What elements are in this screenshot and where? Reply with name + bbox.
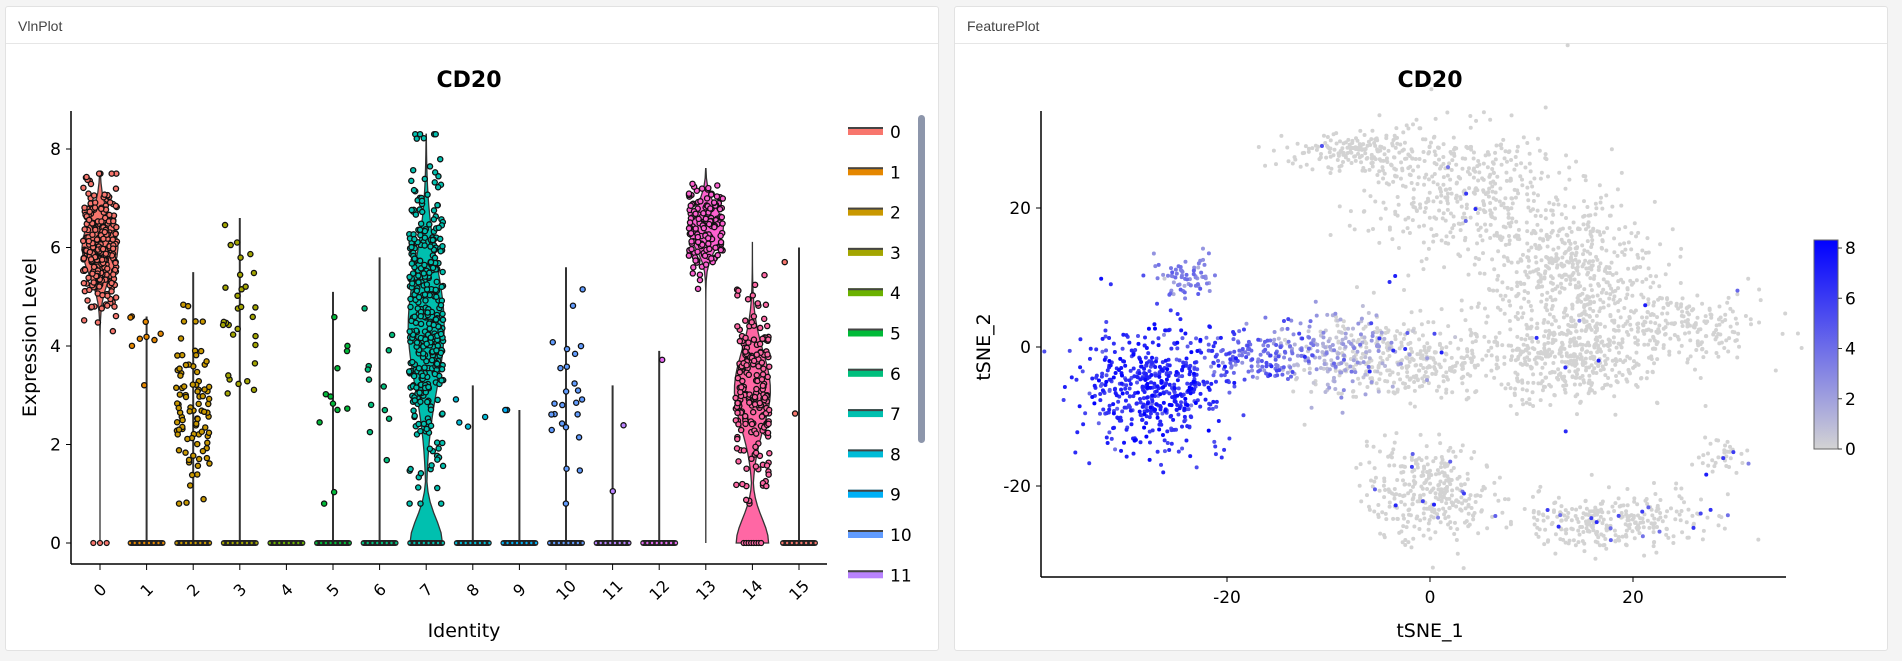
x-tick-label: 3 (230, 580, 251, 601)
legend-item-6: 6 (848, 365, 901, 385)
colorbar-tick-label: 4 (1845, 340, 1856, 360)
legend-label: 1 (890, 163, 901, 183)
x-tick-label: 0 (90, 580, 111, 601)
legend-item-5: 5 (848, 325, 901, 345)
violin-cluster-8 (452, 385, 492, 546)
tsne-points (1042, 43, 1804, 571)
legend-item-7: 7 (848, 405, 901, 425)
x-tick-label: 13 (692, 576, 720, 604)
x-tick-label: -20 (1213, 588, 1241, 608)
x-tick-label: 11 (599, 576, 627, 604)
x-tick-label: 10 (552, 576, 580, 604)
violin-cluster-5 (314, 291, 352, 546)
violin-cluster-4 (267, 540, 306, 546)
violin-cluster-2 (173, 272, 213, 546)
y-axis-label: tSNE_2 (973, 313, 995, 380)
x-tick-label: 20 (1622, 588, 1644, 608)
violin-cluster-11 (593, 385, 632, 546)
y-tick-label: 8 (50, 140, 61, 160)
legend-label: 7 (890, 405, 901, 425)
legend-item-1: 1 (848, 163, 901, 183)
featureplot-panel: FeaturePlot CD20 -20 0 20 -20 0 20 tSNE_2 tSNE_1… (954, 6, 1888, 651)
y-axis-label: Expression Level (19, 258, 41, 417)
violin-cluster-13 (685, 168, 727, 543)
x-tick-label: 2 (183, 580, 204, 601)
y-tick-label: 6 (50, 239, 61, 259)
legend-label: 2 (890, 204, 901, 224)
legend-item-8: 8 (848, 445, 901, 465)
x-tick-label: 4 (276, 580, 297, 601)
colorbar-tick-label: 2 (1845, 390, 1856, 410)
chart-title: CD20 (436, 68, 501, 93)
x-tick-label: 7 (416, 580, 437, 601)
legend-item-3: 3 (848, 244, 901, 264)
legend-label: 9 (890, 486, 901, 506)
featureplot-panel-header: FeaturePlot (955, 7, 1887, 44)
legend-item-4: 4 (848, 284, 901, 304)
x-axis-label: Identity (428, 620, 501, 642)
colorbar: 0 2 4 6 8 (1813, 239, 1856, 460)
x-tick-label: 1 (136, 580, 157, 601)
legend-label: 8 (890, 445, 901, 465)
violin-cluster-1 (127, 313, 166, 546)
y-tick-label: 0 (50, 534, 61, 554)
vlnplot-panel: VlnPlot CD20 0 2 4 6 8 Expression Level Identit… (5, 6, 939, 651)
legend-label: 0 (890, 123, 901, 143)
colorbar-tick-label: 8 (1845, 239, 1856, 259)
legend-label: 10 (890, 526, 912, 546)
vlnplot-panel-header: VlnPlot (6, 7, 938, 44)
violin-cluster-15 (780, 247, 818, 546)
legend-label: 6 (890, 365, 901, 385)
legend-item-0: 0 (848, 123, 901, 143)
x-tick-label: 14 (739, 576, 767, 604)
y-tick-label: 20 (1009, 199, 1031, 219)
violin-cluster-10 (547, 267, 586, 546)
legend-label: 5 (890, 325, 901, 345)
y-tick-label: 0 (1020, 338, 1031, 358)
colorbar-tick-label: 6 (1845, 289, 1856, 309)
y-tick-label: -20 (1003, 477, 1031, 497)
x-tick-label: 12 (645, 576, 673, 604)
legend: 0 1 2 3 4 5 6 7 8 9 10 11 (848, 123, 912, 586)
violin-cluster-14 (732, 241, 773, 547)
legend-item-9: 9 (848, 486, 901, 506)
x-tick-label: 9 (509, 580, 530, 601)
violin-cluster-3 (219, 217, 259, 546)
x-tick-label: 15 (785, 576, 813, 604)
violin-cluster-9 (500, 406, 539, 546)
x-tick-label: 8 (463, 580, 484, 601)
x-axis-label: tSNE_1 (1396, 620, 1463, 642)
legend-item-11: 11 (848, 566, 912, 586)
legend-label: 11 (890, 566, 912, 586)
x-tick-label: 6 (369, 580, 390, 601)
legend-item-2: 2 (848, 204, 901, 224)
violin-cluster-12 (640, 350, 679, 546)
legend-item-10: 10 (848, 526, 912, 546)
legend-scrollbar[interactable] (918, 115, 925, 443)
violin-cluster-0 (79, 170, 121, 547)
x-tick-label: 5 (323, 580, 344, 601)
violin-cluster-6 (360, 257, 399, 546)
y-tick-label: 4 (50, 337, 61, 357)
x-tick-label: 0 (1425, 588, 1436, 608)
colorbar-tick-label: 0 (1845, 440, 1856, 460)
legend-label: 4 (890, 284, 901, 304)
legend-label: 3 (890, 244, 901, 264)
y-tick-label: 2 (50, 436, 61, 456)
violin-cluster-7 (405, 130, 447, 546)
